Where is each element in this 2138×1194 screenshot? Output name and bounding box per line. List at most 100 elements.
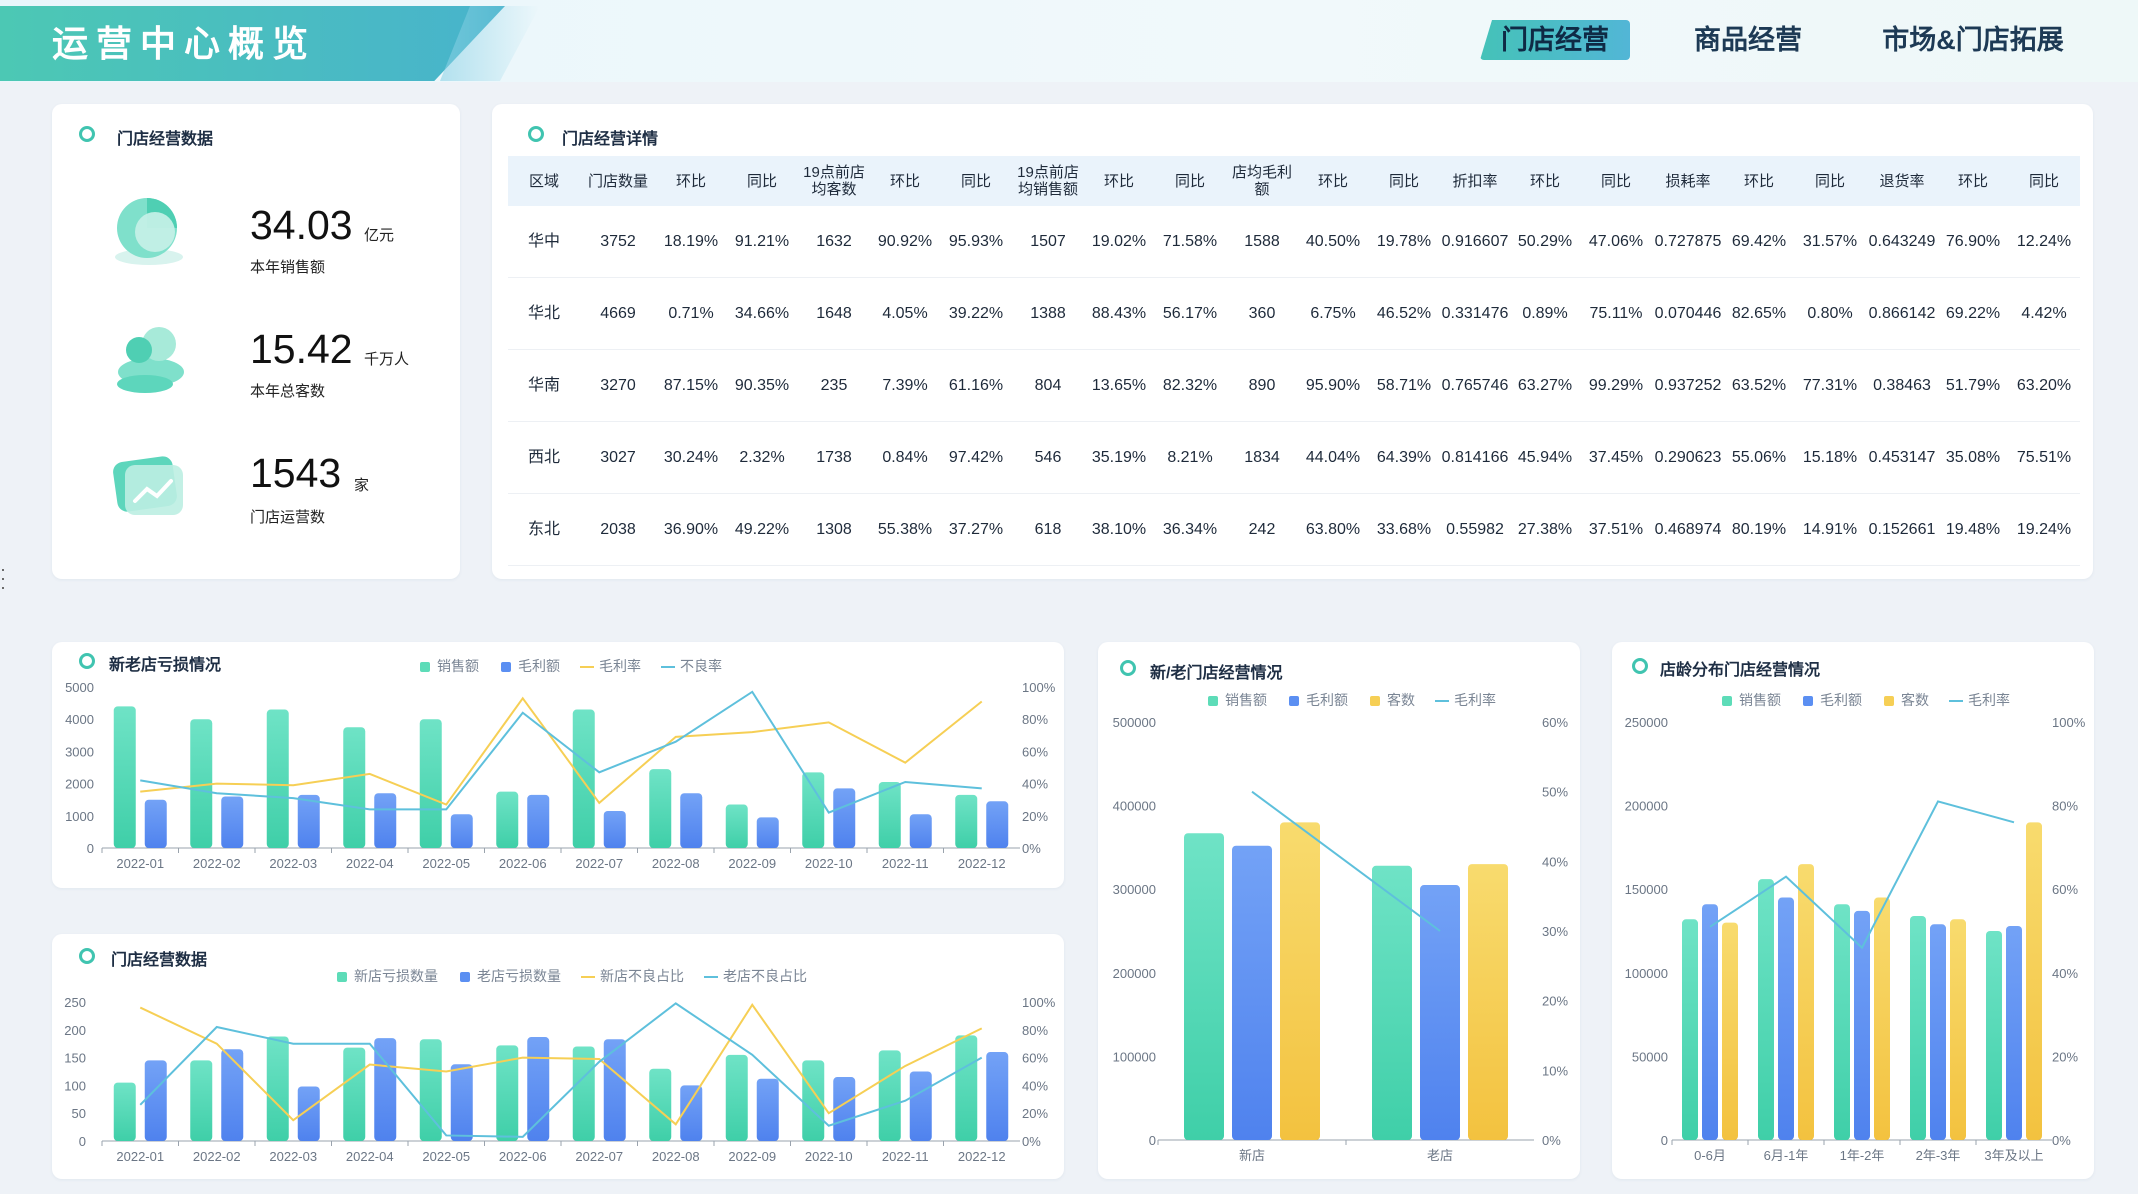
y-tick-label: 300000 xyxy=(1113,882,1156,897)
table-cell: 0.152661 xyxy=(1866,493,1938,566)
table-cell: 87.15% xyxy=(656,349,726,422)
series-line xyxy=(1251,790,1441,932)
bar xyxy=(221,796,244,848)
bar xyxy=(802,1060,825,1141)
x-tick-label: 2022-11 xyxy=(882,1149,929,1164)
y-tick-label: 250000 xyxy=(1625,715,1668,730)
x-tick-label: 2022-06 xyxy=(499,1149,547,1164)
y2-tick-label: 40% xyxy=(2052,966,2078,981)
table-cell: 0.765746 xyxy=(1440,349,1510,422)
table-cell: 37.45% xyxy=(1580,421,1652,494)
chart-card-ops: 门店经营数据 新店亏损数量 老店亏损数量 新店不良占比 老店不良占比 250 200 150… xyxy=(52,934,1064,1179)
bar xyxy=(1420,885,1460,1140)
x-tick-label: 2022-01 xyxy=(116,1149,164,1164)
table-cell: 3752 xyxy=(580,206,656,278)
bar xyxy=(1702,904,1718,1140)
x-tick-label: 1年-2年 xyxy=(1840,1148,1885,1163)
legend-label: 销售额 xyxy=(437,658,479,674)
table-cell: 56.17% xyxy=(1154,277,1226,350)
table-cell: 63.52% xyxy=(1724,349,1794,422)
table-cell: 47.06% xyxy=(1580,206,1652,278)
x-tick-label: 2022-10 xyxy=(805,856,853,871)
bar xyxy=(1184,833,1224,1140)
series-line xyxy=(139,1002,983,1138)
tab-market-expansion[interactable]: 市场&门店拓展 xyxy=(1882,25,2064,55)
y-tick-label: 200000 xyxy=(1113,966,1156,981)
table-cell: 82.32% xyxy=(1154,349,1226,422)
tab-product-operations[interactable]: 商品经营 xyxy=(1694,25,1802,55)
y2-tick-label: 0% xyxy=(1542,1133,1561,1148)
table-row[interactable]: 华中 3752 18.19% 91.21% 1632 90.92% 95.93% 1507 19… xyxy=(508,206,2080,278)
kpi-sales-label: 本年销售额 xyxy=(250,259,326,276)
bar xyxy=(374,1038,397,1141)
series-line xyxy=(139,1002,983,1126)
legend-label: 新店不良占比 xyxy=(600,968,684,984)
table-row[interactable]: 西北 3027 30.24% 2.32% 1738 0.84% 97.42% 546 35.19… xyxy=(508,421,2080,494)
bar xyxy=(1682,919,1698,1140)
table-cell: 1648 xyxy=(798,277,870,350)
bar xyxy=(725,804,748,848)
table-cell: 618 xyxy=(1012,493,1084,566)
table-cell: 90.92% xyxy=(870,206,940,278)
ring-icon xyxy=(79,653,95,669)
table-header-cell: 退货率 xyxy=(1866,156,1938,206)
bar xyxy=(649,1068,672,1141)
y2-tick-label: 50% xyxy=(1542,785,1568,800)
table-row[interactable]: 华北 4669 0.71% 34.66% 1648 4.05% 39.22% 1388 88.4… xyxy=(508,277,2080,350)
bar xyxy=(190,1060,213,1141)
y2-tick-label: 40% xyxy=(1022,777,1048,792)
y-tick-label: 4000 xyxy=(65,712,94,727)
bar xyxy=(833,1077,856,1141)
table-cell: 7.39% xyxy=(870,349,940,422)
table-cell: 242 xyxy=(1226,493,1298,566)
x-tick-label: 2022-07 xyxy=(575,1149,623,1164)
table-cell: 19.78% xyxy=(1368,206,1440,278)
drag-handle[interactable]: · · · xyxy=(0,559,6,597)
bar xyxy=(572,709,595,848)
tab-store-operations[interactable]: 门店经营 xyxy=(1480,20,1630,60)
bar xyxy=(374,793,397,848)
table-cell: 0.80% xyxy=(1794,277,1866,350)
bar xyxy=(986,1052,1009,1141)
table-cell: 55.06% xyxy=(1724,421,1794,494)
table-cell: 546 xyxy=(1012,421,1084,494)
table-row[interactable]: 东北 2038 36.90% 49.22% 1308 55.38% 37.27% 618 38.… xyxy=(508,493,2080,566)
y2-tick-label: 80% xyxy=(2052,799,2078,814)
bar xyxy=(343,727,366,848)
table-cell: 58.71% xyxy=(1368,349,1440,422)
bar xyxy=(1854,910,1870,1140)
bar xyxy=(1874,897,1890,1140)
table-cell: 华南 xyxy=(508,349,580,422)
bar xyxy=(450,1064,473,1141)
legend-label: 销售额 xyxy=(1225,692,1267,708)
table-cell: 0.937252 xyxy=(1652,349,1724,422)
bar xyxy=(419,1039,442,1141)
x-tick-label: 6月-1年 xyxy=(1764,1148,1809,1163)
table-header-cell: 环比 xyxy=(870,156,940,206)
table-header-cell: 门店数量 xyxy=(580,156,656,206)
table-cell: 35.19% xyxy=(1084,421,1154,494)
table-cell: 50.29% xyxy=(1510,206,1580,278)
table-row[interactable]: 华南 3270 87.15% 90.35% 235 7.39% 61.16% 804 13.65… xyxy=(508,349,2080,422)
table-cell: 40.50% xyxy=(1298,206,1368,278)
table-cell: 95.90% xyxy=(1298,349,1368,422)
table-cell: 77.31% xyxy=(1794,349,1866,422)
table-cell: 0.89% xyxy=(1510,277,1580,350)
bar xyxy=(680,793,703,848)
y-tick-label: 250 xyxy=(64,995,86,1010)
table-cell: 0.55982 xyxy=(1440,493,1510,566)
kpi-sales-unit: 亿元 xyxy=(364,227,395,244)
table-cell: 90.35% xyxy=(726,349,798,422)
y2-tick-label: 0% xyxy=(1022,1134,1041,1149)
legend-swatch xyxy=(1289,696,1299,706)
table-cell: 36.90% xyxy=(656,493,726,566)
table-cell: 76.90% xyxy=(1938,206,2008,278)
table-cell: 46.52% xyxy=(1368,277,1440,350)
x-tick-label: 2022-10 xyxy=(805,1149,853,1164)
table-cell: 71.58% xyxy=(1154,206,1226,278)
table-cell: 4.05% xyxy=(870,277,940,350)
ring-icon xyxy=(79,126,95,142)
table-cell: 0.643249 xyxy=(1866,206,1938,278)
table-cell: 2038 xyxy=(580,493,656,566)
legend-label: 老店亏损数量 xyxy=(477,968,561,984)
